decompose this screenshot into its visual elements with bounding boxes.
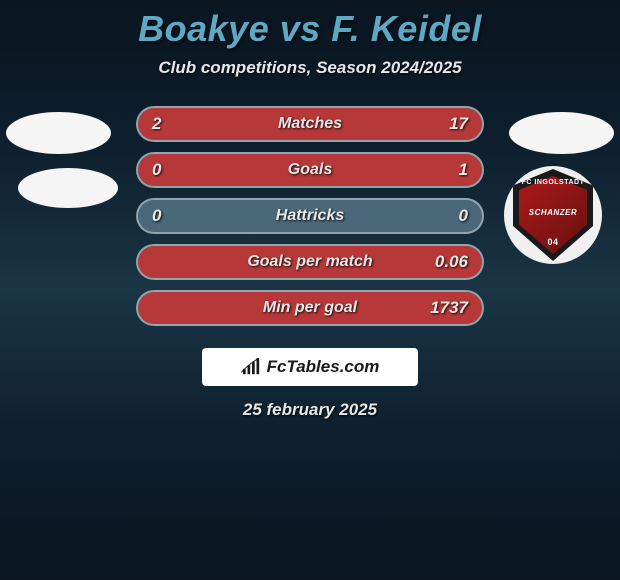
club-text-main: SCHANZER	[529, 209, 577, 217]
stat-value-right: 0	[459, 206, 468, 226]
stats-area: FC INGOLSTADT SCHANZER 04 2 Matches 17 0 Goa…	[0, 106, 620, 326]
stat-value-left: 0	[152, 206, 161, 226]
stat-label: Matches	[278, 115, 342, 133]
stat-value-right: 1	[459, 160, 468, 180]
comparison-card: Boakye vs F. Keidel Club competitions, S…	[0, 0, 620, 420]
player2-name: F. Keidel	[331, 8, 482, 49]
stat-value-left: 0	[152, 160, 161, 180]
page-title: Boakye vs F. Keidel	[0, 8, 620, 50]
stat-value-left: 2	[152, 114, 161, 134]
stat-value-right: 0.06	[435, 252, 468, 272]
stat-rows: 2 Matches 17 0 Goals 1 0 Hattricks 0 Goals per ma…	[136, 106, 484, 326]
stat-row: 2 Matches 17	[136, 106, 484, 142]
watermark-text: FcTables.com	[267, 357, 380, 377]
vs-text: vs	[280, 8, 321, 49]
stat-label: Goals per match	[247, 253, 372, 271]
stat-value-right: 17	[449, 114, 468, 134]
stat-value-right: 1737	[430, 298, 468, 318]
stat-row: Goals per match 0.06	[136, 244, 484, 280]
player1-name: Boakye	[138, 8, 269, 49]
stat-label: Hattricks	[276, 207, 344, 225]
chart-icon	[241, 358, 263, 376]
player2-avatar-placeholder	[509, 112, 614, 154]
club-text-top: FC INGOLSTADT	[522, 179, 585, 186]
club-shield-icon: FC INGOLSTADT SCHANZER 04	[513, 169, 593, 261]
stat-row: 0 Goals 1	[136, 152, 484, 188]
date-text: 25 february 2025	[0, 400, 620, 420]
club-text-bottom: 04	[547, 238, 558, 247]
stat-row: Min per goal 1737	[136, 290, 484, 326]
subtitle: Club competitions, Season 2024/2025	[0, 58, 620, 78]
watermark[interactable]: FcTables.com	[202, 348, 418, 386]
stat-label: Goals	[288, 161, 332, 179]
player1-club-placeholder	[18, 168, 118, 208]
player2-club-logo: FC INGOLSTADT SCHANZER 04	[504, 166, 602, 264]
stat-row: 0 Hattricks 0	[136, 198, 484, 234]
stat-label: Min per goal	[263, 299, 357, 317]
player1-avatar-placeholder	[6, 112, 111, 154]
